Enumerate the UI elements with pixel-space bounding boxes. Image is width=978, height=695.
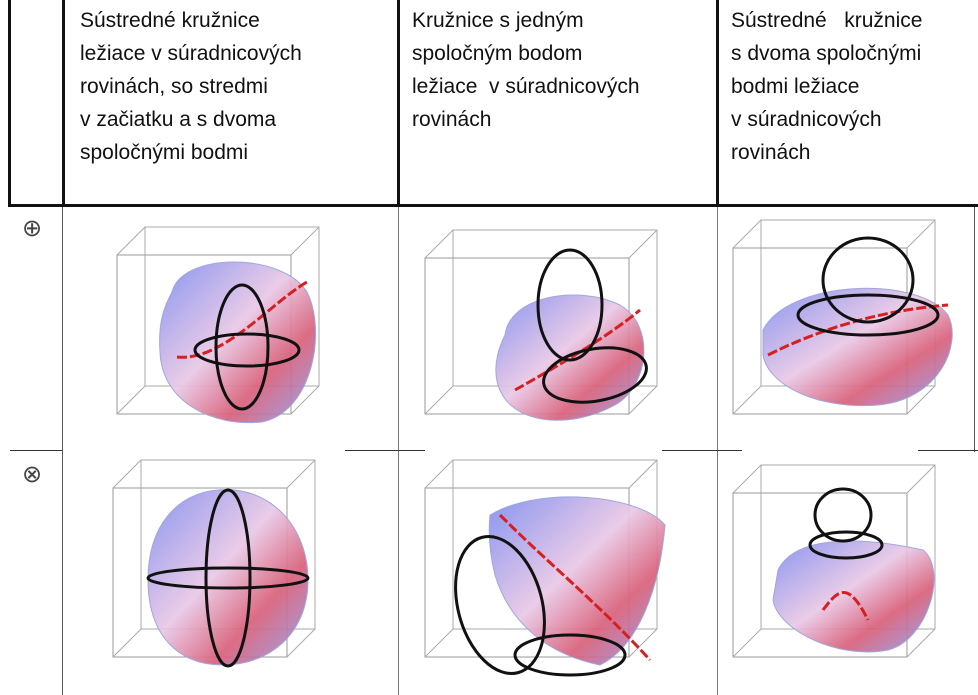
- header-frame: [8, 0, 978, 207]
- box-edge: [732, 464, 762, 494]
- surface: [147, 489, 309, 666]
- header-text: ležiace v súradnicových: [80, 42, 302, 65]
- box-edge: [424, 459, 454, 489]
- box-edge: [732, 219, 762, 249]
- circle: [813, 487, 873, 543]
- header-text: s dvoma spoločnými: [731, 42, 922, 65]
- row-symbol: ⊕: [22, 215, 43, 242]
- header-text: spoločným bodom: [412, 42, 583, 65]
- box-edge: [116, 385, 146, 415]
- col-divider: [716, 0, 719, 207]
- box-edge: [112, 628, 142, 658]
- box-edge: [424, 385, 454, 415]
- box-edge: [286, 628, 316, 658]
- circle: [821, 236, 915, 324]
- col-divider: [974, 207, 975, 452]
- header-text: Sústredné kružnice: [80, 9, 260, 32]
- surface: [762, 287, 953, 407]
- box-edge: [906, 219, 936, 249]
- row-divider: [918, 450, 978, 451]
- box-edge: [906, 628, 936, 658]
- box-edge: [424, 628, 454, 658]
- circle: [193, 332, 301, 368]
- box-edge: [112, 459, 142, 489]
- col-divider: [717, 207, 718, 695]
- col-divider: [62, 207, 63, 695]
- box-edge: [628, 628, 658, 658]
- header-text: v súradnicových: [731, 108, 882, 131]
- box-edge: [628, 459, 658, 489]
- illustration: [732, 219, 953, 415]
- header-text: Kružnice s jedným: [412, 9, 584, 32]
- box-edge: [628, 385, 658, 415]
- illustration: [116, 226, 320, 424]
- red-curve: [176, 280, 308, 359]
- box-edge: [732, 385, 762, 415]
- box-edge: [424, 229, 454, 259]
- circle: [808, 530, 884, 560]
- circle: [542, 346, 648, 404]
- box-edge: [628, 229, 658, 259]
- illustration: [424, 459, 666, 677]
- box-edge: [906, 464, 936, 494]
- red-curve: [821, 591, 870, 621]
- box-edge: [906, 385, 936, 415]
- box-edge: [290, 226, 320, 256]
- header-text: Sústredné kružnice: [731, 9, 923, 32]
- illustration: [112, 459, 316, 668]
- circle: [536, 248, 604, 362]
- circle: [454, 535, 546, 675]
- col-divider: [397, 0, 400, 207]
- row-symbol: ⊗: [22, 461, 43, 488]
- circle: [796, 293, 940, 337]
- circle: [214, 283, 270, 411]
- illustration: [424, 229, 658, 421]
- row-divider: [345, 450, 425, 451]
- col-divider: [398, 207, 399, 695]
- header-text: rovinách, so stredmi: [80, 75, 268, 98]
- row-divider: [662, 450, 742, 451]
- header-text: bodmi ležiace: [731, 75, 860, 98]
- circle: [204, 488, 252, 668]
- row-divider: [10, 450, 62, 451]
- header-text: rovinách: [412, 108, 492, 131]
- surface: [495, 294, 645, 421]
- box-edge: [116, 226, 146, 256]
- header-text: ležiace v súradnicových: [412, 75, 640, 98]
- box-edge: [290, 385, 320, 415]
- circle: [513, 633, 627, 677]
- header-text: spoločnými bodmi: [80, 141, 249, 164]
- header-text: v začiatku a s dvoma: [80, 108, 277, 131]
- surface: [488, 496, 666, 666]
- box-edge: [286, 459, 316, 489]
- circle: [146, 566, 310, 590]
- illustration: [732, 464, 936, 658]
- box-edge: [732, 628, 762, 658]
- header-text: rovinách: [731, 141, 811, 164]
- surface: [159, 261, 317, 424]
- col-divider: [62, 0, 65, 207]
